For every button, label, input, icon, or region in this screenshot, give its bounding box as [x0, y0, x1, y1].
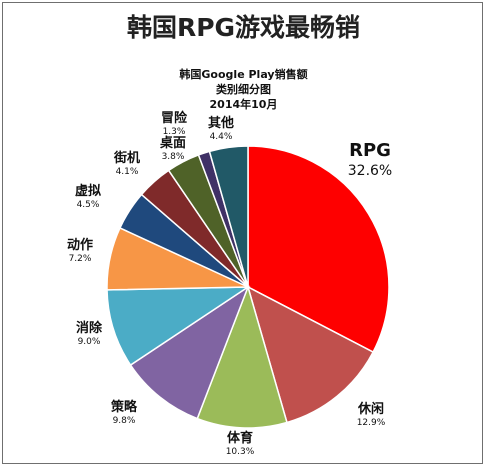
chart-subtitle-line-3: 2014年10月 — [209, 98, 278, 111]
chart-subtitle-line-1: 韩国Google Play销售额 — [179, 68, 308, 81]
slice-value-4: 9.0% — [78, 337, 101, 347]
slice-value-3: 9.8% — [113, 416, 136, 426]
slice-value-8: 3.8% — [162, 152, 185, 162]
slice-label-4: 消除 — [76, 320, 103, 336]
slice-label-7: 街机 — [113, 150, 140, 166]
pie-wedges — [106, 145, 390, 429]
chart-subtitle-line-2: 类别细分图 — [216, 83, 271, 96]
slice-value-7: 4.1% — [116, 167, 139, 177]
slice-label-6: 虚拟 — [75, 183, 101, 199]
slice-label-8: 桌面 — [160, 135, 186, 151]
pie-slice-4 — [106, 286, 251, 367]
pie-slice-2 — [196, 284, 288, 429]
chart-title: 韩国RPG游戏最畅销 — [126, 13, 361, 42]
slice-value-10: 4.4% — [210, 132, 233, 142]
slice-label-2: 体育 — [227, 430, 253, 446]
slice-value-6: 4.5% — [77, 200, 100, 210]
slice-value-1: 12.9% — [357, 418, 386, 428]
pie-slice-0 — [247, 145, 390, 354]
slice-value-2: 10.3% — [226, 447, 255, 457]
slice-label-9: 冒险 — [161, 110, 188, 126]
slice-label-3: 策略 — [111, 399, 138, 415]
pie-slice-10 — [208, 145, 249, 288]
slice-value-5: 7.2% — [69, 254, 92, 264]
slice-value-0: 32.6% — [348, 163, 392, 179]
slice-label-1: 休闲 — [357, 401, 384, 417]
chart-frame — [2, 2, 483, 464]
pie-slice-3 — [129, 285, 250, 420]
slice-value-9: 1.3% — [163, 127, 186, 137]
pie-slice-1 — [246, 285, 375, 424]
slice-label-0: RPG — [349, 140, 391, 161]
slice-label-10: 其他 — [208, 115, 234, 131]
slice-label-5: 动作 — [67, 237, 93, 253]
